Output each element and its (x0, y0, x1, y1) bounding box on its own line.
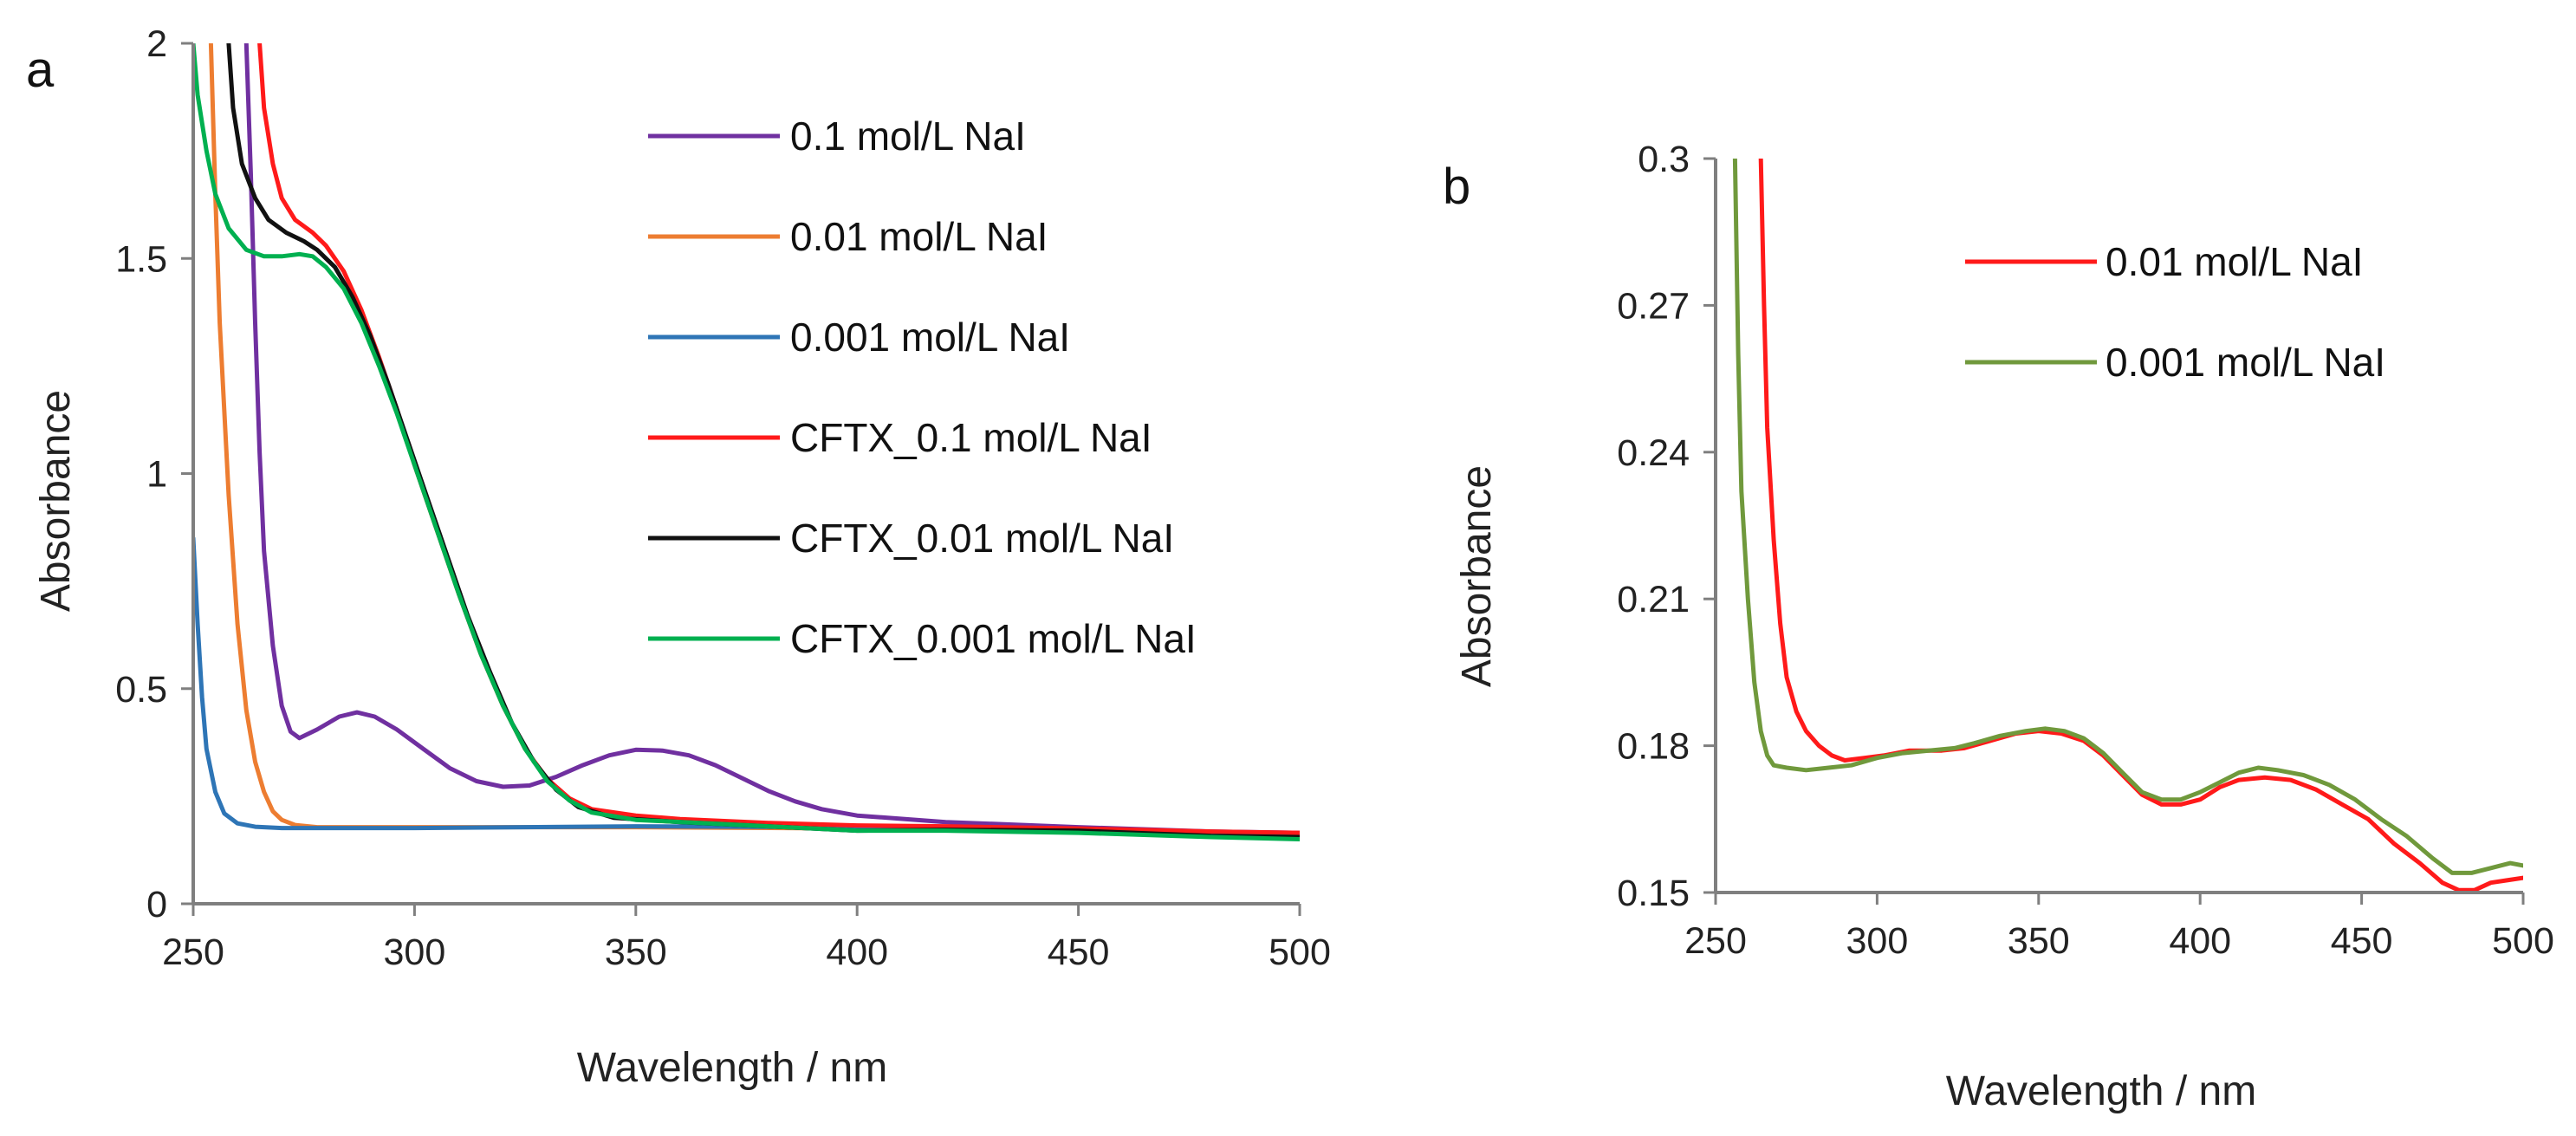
x-tick-label-a-0: 250 (162, 932, 224, 973)
x-tick-label-b-2: 350 (2008, 920, 2070, 962)
y-axis-label-a: Absorbance (33, 390, 79, 612)
panel-label-a: a (26, 42, 55, 98)
legend-label-b-0: 0.01 mol/L NaI (2106, 239, 2363, 284)
y-tick-label-b-2: 0.21 (1617, 579, 1690, 620)
legend-label-b-1: 0.001 mol/L NaI (2106, 340, 2385, 385)
x-tick-label-a-2: 350 (605, 932, 667, 973)
x-tick-label-b-3: 400 (2169, 920, 2231, 962)
legend-label-a-0: 0.1 mol/L NaI (790, 114, 1026, 159)
legend-label-a-4: CFTX_0.01 mol/L NaI (790, 516, 1174, 561)
x-axis-label-b: Wavelength / nm (1946, 1068, 2256, 1114)
x-tick-label-b-1: 300 (1846, 920, 1909, 962)
x-tick-label-a-4: 450 (1048, 932, 1110, 973)
legend-label-a-3: CFTX_0.1 mol/L NaI (790, 415, 1152, 460)
x-tick-label-b-4: 450 (2331, 920, 2393, 962)
y-tick-label-b-0: 0.15 (1617, 873, 1690, 914)
legend-label-a-5: CFTX_0.001 mol/L NaI (790, 616, 1197, 661)
legend-label-a-1: 0.01 mol/L NaI (790, 214, 1048, 259)
chart-a: a 250 300 350 400 450 500 0 0.5 1 1.5 2 Wavelength… (26, 23, 1331, 1091)
y-tick-label-b-3: 0.24 (1617, 432, 1690, 474)
x-tick-label-a-5: 500 (1269, 932, 1331, 973)
legend-b: 0.01 mol/L NaI 0.001 mol/L NaI (1965, 239, 2385, 385)
series-line-b-1 (1732, 159, 2523, 875)
y-tick-label-b-1: 0.18 (1617, 726, 1690, 768)
x-axis-label-a: Wavelength / nm (577, 1045, 887, 1091)
legend-a: 0.1 mol/L NaI 0.01 mol/L NaI 0.001 mol/L N… (648, 114, 1197, 661)
series-line-a-0 (243, 43, 1300, 835)
y-axis-label-b: Absorbance (1454, 465, 1500, 687)
chart-b: b 250 300 350 400 450 500 0.15 0.18 0.21 0.24 0.27… (1443, 139, 2554, 1114)
x-tick-label-b-5: 500 (2492, 920, 2554, 962)
y-tick-label-a-3: 1.5 (115, 238, 167, 280)
series-line-a-5 (193, 43, 1300, 841)
x-tick-label-a-1: 300 (384, 932, 446, 973)
y-tick-label-b-5: 0.3 (1638, 139, 1690, 180)
y-tick-label-a-0: 0 (146, 884, 167, 925)
y-tick-label-a-2: 1 (146, 454, 167, 496)
legend-label-a-2: 0.001 mol/L NaI (790, 315, 1070, 360)
panel-label-b: b (1443, 159, 1470, 215)
x-tick-label-b-0: 250 (1684, 920, 1747, 962)
series-line-a-2 (193, 536, 1300, 839)
y-tick-label-a-1: 0.5 (115, 669, 167, 711)
y-tick-label-a-4: 2 (146, 23, 167, 65)
y-tick-label-b-4: 0.27 (1617, 285, 1690, 327)
x-tick-label-a-3: 400 (826, 932, 888, 973)
